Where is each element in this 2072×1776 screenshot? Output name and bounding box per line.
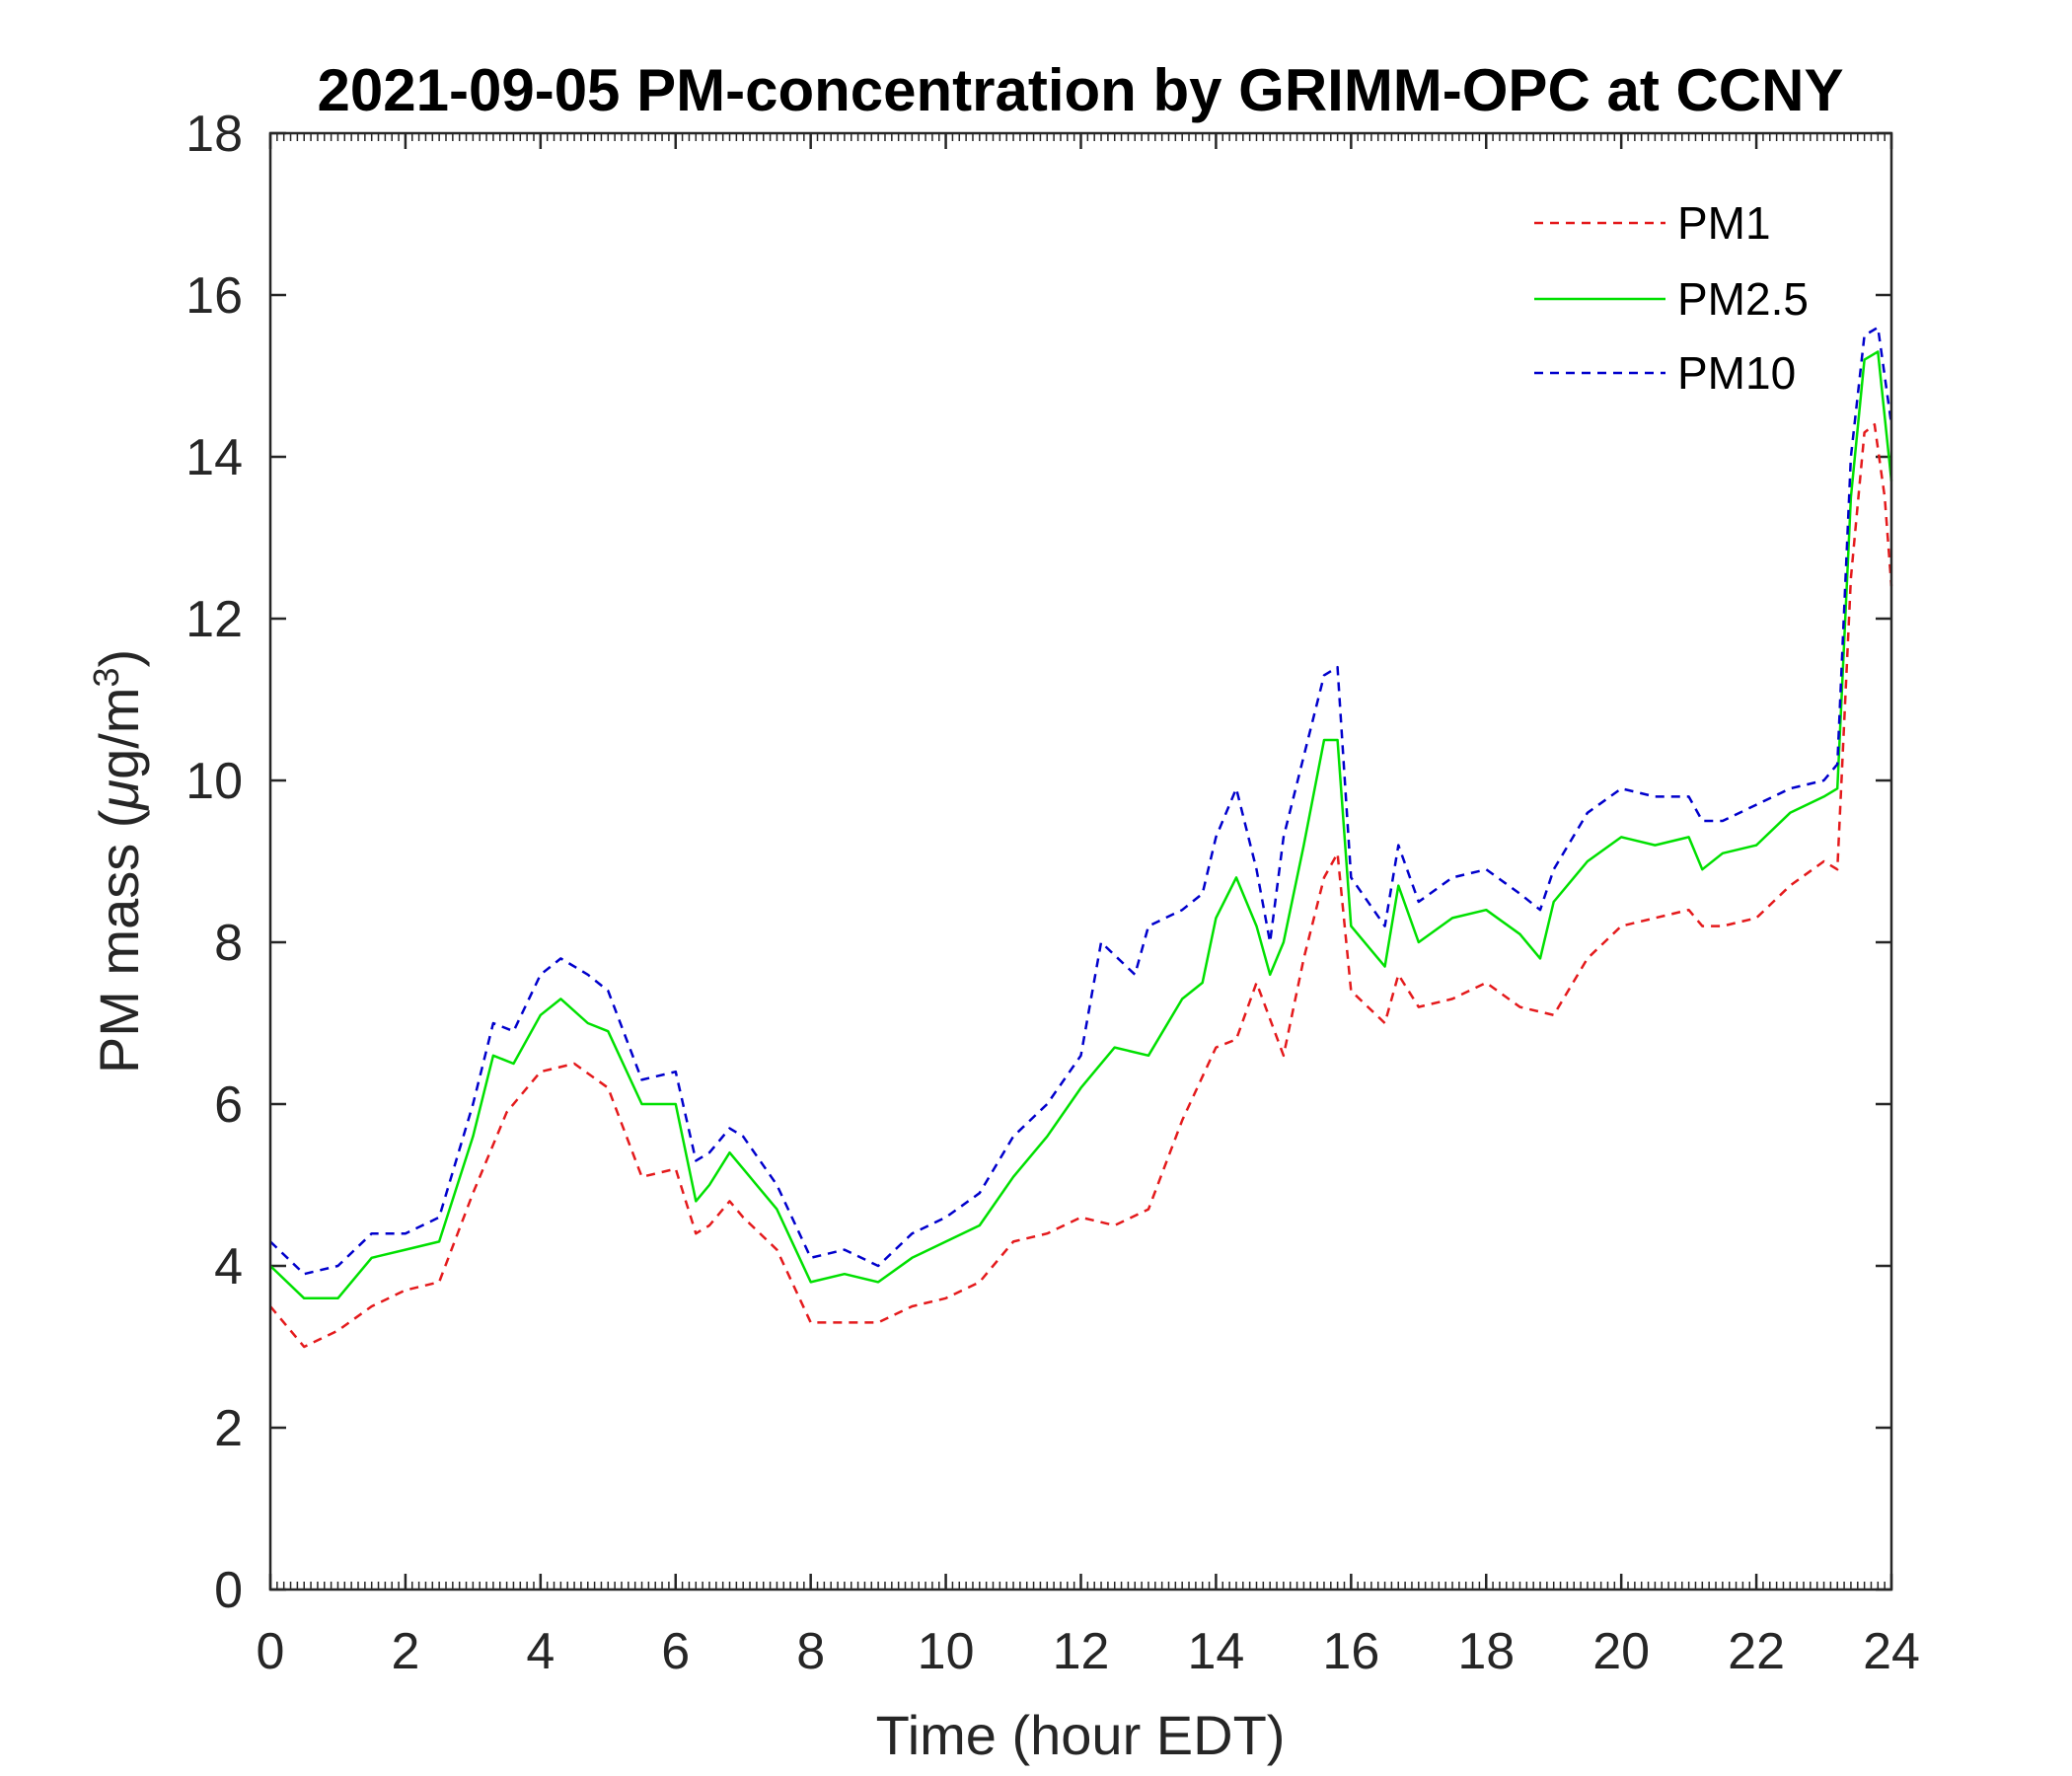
- x-tick-label: 4: [526, 1623, 555, 1680]
- x-axis-title: Time (hour EDT): [876, 1704, 1286, 1766]
- y-axis-title: PM mass (μg/m3): [86, 649, 151, 1073]
- x-tick-label: 0: [257, 1623, 285, 1680]
- y-tick-label: 8: [214, 915, 243, 972]
- x-tick-label: 14: [1187, 1623, 1244, 1680]
- y-tick-label: 6: [214, 1076, 243, 1134]
- y-tick-label: 2: [214, 1400, 243, 1457]
- y-axis-title-suffix: ): [88, 649, 150, 668]
- y-tick-label: 10: [185, 753, 243, 810]
- x-tick-label: 20: [1592, 1623, 1650, 1680]
- x-tick-label: 24: [1863, 1623, 1920, 1680]
- legend-label-pm1: PM1: [1677, 197, 1771, 249]
- x-tick-label: 2: [391, 1623, 419, 1680]
- y-tick-label: 14: [185, 429, 243, 486]
- x-tick-label: 8: [796, 1623, 825, 1680]
- legend: PM1 PM2.5 PM10: [1534, 197, 1809, 399]
- legend-label-pm25: PM2.5: [1677, 273, 1809, 325]
- series-layer: [269, 326, 1893, 1349]
- series-line-pm25: [269, 350, 1893, 1300]
- y-axis-title-prefix: PM mass (: [88, 809, 150, 1073]
- y-axis-title-mu: μ: [88, 779, 150, 812]
- chart-title: 2021-09-05 PM-concentration by GRIMM-OPC…: [318, 57, 1844, 123]
- x-tick-label: 16: [1322, 1623, 1379, 1680]
- legend-label-pm10: PM10: [1677, 347, 1796, 399]
- y-tick-label: 12: [185, 591, 243, 648]
- x-tick-label: 6: [661, 1623, 690, 1680]
- y-tick-label: 4: [214, 1238, 243, 1295]
- x-tick-label: 22: [1728, 1623, 1785, 1680]
- y-tick-label: 0: [214, 1562, 243, 1619]
- y-axis-title-unit: g/m: [88, 688, 150, 779]
- x-tick-label: 18: [1457, 1623, 1515, 1680]
- series-line-pm10: [269, 326, 1893, 1276]
- y-axis-title-sup: 3: [86, 668, 126, 688]
- x-tick-labels: 0 2 4 6 8 10 12 14 16 18 20 22 24: [257, 1623, 1920, 1680]
- minor-ticks: [276, 133, 1886, 1590]
- plot-frame: [268, 131, 1893, 1591]
- y-tick-labels: 0 2 4 6 8 10 12 14 16 18: [185, 106, 243, 1619]
- y-tick-label: 18: [185, 106, 243, 163]
- plot-area: [270, 133, 1891, 1590]
- x-tick-label: 10: [918, 1623, 975, 1680]
- series-line-pm1: [269, 422, 1893, 1349]
- x-tick-label: 12: [1053, 1623, 1110, 1680]
- y-tick-label: 16: [185, 267, 243, 325]
